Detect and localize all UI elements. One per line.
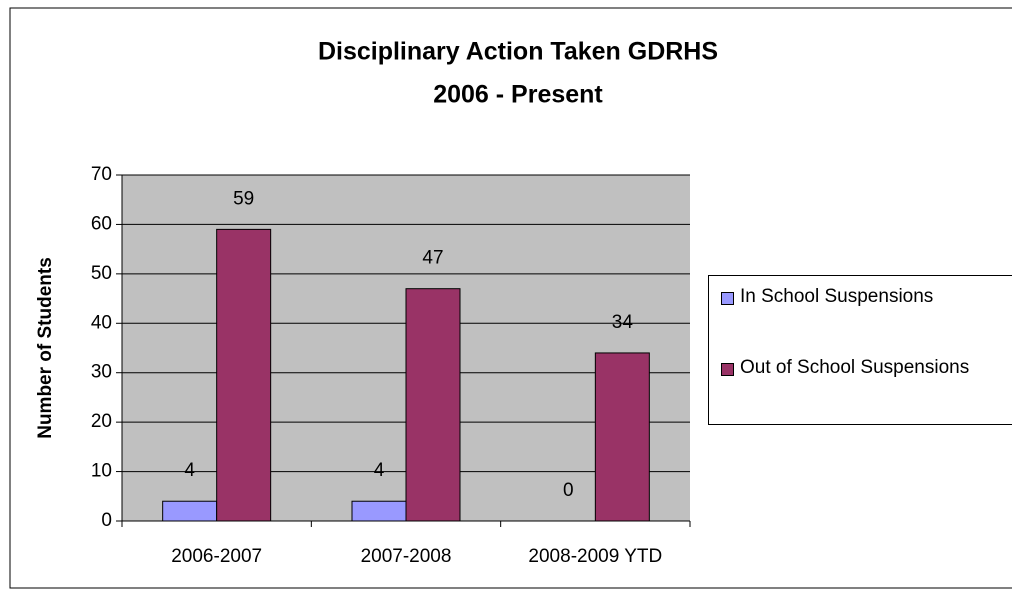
- data-label: 4: [374, 460, 385, 481]
- x-tick-label: 2006-2007: [171, 546, 262, 567]
- y-tick-label: 10: [91, 461, 112, 482]
- bar: [351, 500, 407, 522]
- bar: [216, 228, 272, 522]
- legend: In School Suspensions Out of School Suspe…: [708, 275, 1012, 425]
- y-tick-label: 60: [91, 213, 112, 234]
- legend-swatch: [721, 292, 734, 305]
- legend-label: In School Suspensions: [740, 286, 934, 307]
- data-label: 4: [184, 460, 195, 481]
- data-label: 59: [233, 188, 254, 209]
- data-label: 47: [422, 248, 443, 269]
- legend-label: Out of School Suspensions: [740, 357, 970, 378]
- legend-item: Out of School Suspensions: [721, 353, 1010, 383]
- chart-subtitle: 2006 - Present: [433, 81, 603, 109]
- y-tick-label: 0: [101, 510, 112, 531]
- bar: [594, 352, 650, 522]
- legend-swatch: [721, 363, 734, 376]
- x-tick-label: 2008-2009 YTD: [528, 546, 662, 567]
- y-tick-label: 40: [91, 312, 112, 333]
- y-tick-label: 20: [91, 411, 112, 432]
- x-tick-label: 2007-2008: [361, 546, 452, 567]
- y-tick-label: 50: [91, 263, 112, 284]
- y-tick-label: 70: [91, 164, 112, 185]
- data-label: 0: [563, 480, 574, 501]
- chart-title: Disciplinary Action Taken GDRHS: [318, 38, 718, 66]
- bar: [405, 288, 461, 522]
- y-tick-label: 30: [91, 362, 112, 383]
- legend-item: In School Suspensions: [721, 282, 1010, 312]
- bar: [162, 500, 218, 522]
- data-label: 34: [612, 312, 634, 333]
- y-axis-label: Number of Students: [35, 257, 56, 439]
